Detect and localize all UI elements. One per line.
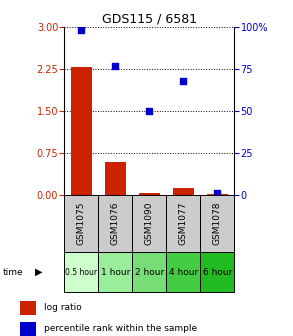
Bar	[98, 195, 132, 252]
Bar	[64, 252, 98, 292]
Point	[215, 191, 220, 196]
Text: 4 hour: 4 hour	[169, 268, 198, 277]
Title: GDS115 / 6581: GDS115 / 6581	[102, 13, 197, 26]
Text: GSM1075: GSM1075	[77, 202, 86, 245]
Bar	[98, 252, 132, 292]
Bar	[139, 193, 160, 195]
Text: 0.5 hour: 0.5 hour	[65, 268, 98, 277]
Bar	[64, 195, 98, 252]
Bar	[200, 252, 234, 292]
Bar	[132, 252, 166, 292]
Bar	[173, 188, 194, 195]
Bar	[166, 195, 200, 252]
Bar	[207, 194, 228, 195]
Bar	[105, 162, 126, 195]
Text: 2 hour: 2 hour	[135, 268, 164, 277]
Bar	[71, 67, 92, 195]
Text: GSM1076: GSM1076	[111, 202, 120, 245]
Text: GSM1078: GSM1078	[213, 202, 222, 245]
Text: percentile rank within the sample: percentile rank within the sample	[44, 324, 197, 333]
Text: ▶: ▶	[35, 267, 43, 277]
Point	[79, 28, 84, 33]
Point	[147, 108, 152, 114]
Text: 1 hour: 1 hour	[101, 268, 130, 277]
Text: time: time	[3, 268, 23, 277]
Text: log ratio: log ratio	[44, 303, 82, 312]
Point	[181, 78, 186, 83]
Bar	[20, 322, 36, 336]
Point	[113, 63, 118, 68]
Bar	[166, 252, 200, 292]
Bar	[200, 195, 234, 252]
Text: GSM1090: GSM1090	[145, 202, 154, 245]
Bar	[20, 301, 36, 315]
Bar	[132, 195, 166, 252]
Text: 6 hour: 6 hour	[203, 268, 232, 277]
Text: GSM1077: GSM1077	[179, 202, 188, 245]
